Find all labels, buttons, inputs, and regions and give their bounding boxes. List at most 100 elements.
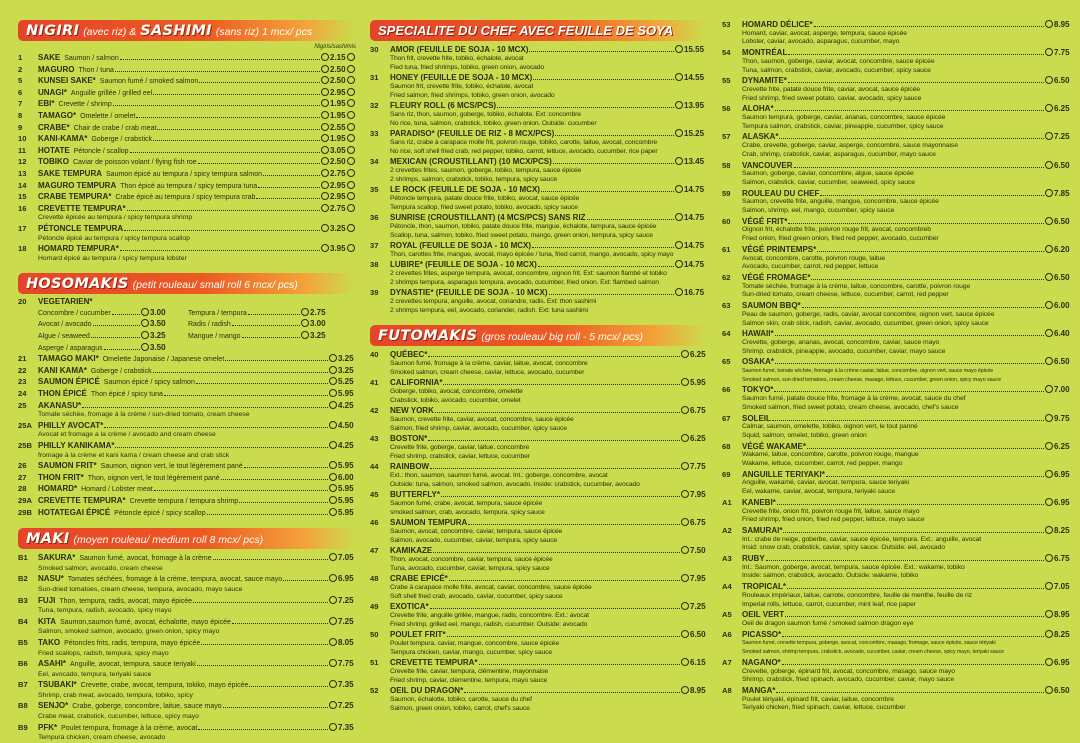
select-circle-icon[interactable] bbox=[329, 354, 337, 363]
menu-item[interactable]: 50 POULET FRIT* 6.50 Poulet tempura, caviar… bbox=[370, 629, 706, 657]
select-circle-icon[interactable] bbox=[321, 99, 329, 108]
select-circle-icon[interactable] bbox=[1045, 272, 1053, 281]
select-circle-icon[interactable] bbox=[675, 288, 683, 296]
select-circle-icon[interactable] bbox=[321, 168, 329, 177]
menu-item[interactable]: 30 AMOR (FEUILLE DE SOJA - 10 MCX) 15.55 Th… bbox=[370, 44, 706, 72]
select-circle-icon[interactable] bbox=[681, 378, 689, 386]
select-circle-icon[interactable] bbox=[321, 76, 329, 85]
menu-option[interactable]: Tempura / tempura 2.75 bbox=[188, 307, 328, 319]
select-circle-icon[interactable] bbox=[1045, 413, 1053, 422]
select-circle-icon[interactable] bbox=[329, 680, 337, 689]
select-circle-icon[interactable] bbox=[321, 157, 329, 166]
select-circle-icon[interactable] bbox=[321, 203, 329, 212]
select-circle-icon[interactable] bbox=[321, 53, 329, 61]
menu-item[interactable]: 8 TAMAGO* Omelette / omelet 1.95 bbox=[18, 110, 356, 122]
select-circle-icon[interactable] bbox=[329, 637, 337, 646]
menu-item[interactable]: 58 VANCOUVER 6.50 Saumon, goberge, caviar, … bbox=[722, 160, 1070, 188]
menu-item[interactable]: A5 OEIL VERT 8.95 Oeil de dragon saumon fum… bbox=[722, 609, 1070, 628]
sashimi-select-circle-icon[interactable] bbox=[347, 180, 355, 189]
select-circle-icon[interactable] bbox=[329, 400, 337, 409]
select-circle-icon[interactable] bbox=[321, 134, 329, 143]
sashimi-select-circle-icon[interactable] bbox=[347, 203, 355, 212]
select-circle-icon[interactable] bbox=[681, 658, 689, 666]
menu-item[interactable]: 18 HOMARD TEMPURA* 3.95 Homard épicé au tem… bbox=[18, 243, 356, 263]
menu-item[interactable]: 64 HAWAII* 6.40 Crevette, goberge, ananas, … bbox=[722, 328, 1070, 356]
select-circle-icon[interactable] bbox=[681, 630, 689, 638]
select-circle-icon[interactable] bbox=[329, 484, 337, 493]
menu-item[interactable]: 9 CRABE* Chair de crabe / crab meat 2.55 bbox=[18, 122, 356, 134]
menu-option[interactable]: Avocat / avocado 3.50 bbox=[38, 318, 168, 330]
sashimi-select-circle-icon[interactable] bbox=[347, 168, 355, 177]
menu-item[interactable]: 42 NEW YORK 6.75 Saumon, crevette frite, ca… bbox=[370, 405, 706, 433]
select-circle-icon[interactable] bbox=[675, 185, 683, 193]
select-circle-icon[interactable] bbox=[675, 73, 683, 81]
menu-item[interactable]: 16 CREVETTE TEMPURA* 2.75 Crevette épicée a… bbox=[18, 203, 356, 223]
menu-item[interactable]: 48 CRABE EPICÉ* 7.95 Crabe à carapace molle… bbox=[370, 573, 706, 601]
select-circle-icon[interactable] bbox=[681, 462, 689, 470]
select-circle-icon[interactable] bbox=[1045, 441, 1053, 450]
select-circle-icon[interactable] bbox=[1045, 160, 1053, 169]
menu-item[interactable]: 62 VÉGÉ FROMAGE* 6.50 Tomate séchée, fromag… bbox=[722, 272, 1070, 300]
menu-item[interactable]: 14 MAGURO TEMPURA Thon épicé au tempura / … bbox=[18, 180, 356, 192]
select-circle-icon[interactable] bbox=[329, 420, 337, 429]
select-circle-icon[interactable] bbox=[681, 406, 689, 414]
menu-item[interactable]: 27 THON FRIT* Thon, oignon vert, le tout l… bbox=[18, 472, 356, 484]
select-circle-icon[interactable] bbox=[1045, 188, 1053, 197]
select-circle-icon[interactable] bbox=[675, 101, 683, 109]
menu-item[interactable]: 67 SOLEIL 9.75 Calmar, saumon, omelette, to… bbox=[722, 413, 1070, 441]
menu-item[interactable]: 35 LE ROCK (FEUILLE DE SOJA - 10 MCX) 14.7… bbox=[370, 184, 706, 212]
menu-item[interactable]: 28 HOMARD* Homard / Lobster meat 5.95 bbox=[18, 483, 356, 495]
sashimi-select-circle-icon[interactable] bbox=[347, 122, 355, 131]
select-circle-icon[interactable] bbox=[1045, 104, 1053, 113]
menu-item[interactable]: 21 TAMAGO MAKI* Omelette Japonaise / Japan… bbox=[18, 353, 356, 365]
menu-item[interactable]: 25B PHILLY KANIKAMA* 4.25 fromage à la crèm… bbox=[18, 440, 356, 460]
menu-item[interactable]: 52 OEIL DU DRAGON* 8.95 Saumon, échalotte, … bbox=[370, 685, 706, 713]
menu-item[interactable]: B4 KITA Saumon,saumon fumé, avocat, échalo… bbox=[18, 616, 356, 637]
menu-item[interactable]: 29A CREVETTE TEMPURA* Crevette tempura / t… bbox=[18, 495, 356, 507]
menu-item[interactable]: 23 SAUMON ÉPICÉ Saumon épicé / spicy salmo… bbox=[18, 376, 356, 388]
menu-item[interactable]: A1 KANEBI* 6.95 Crevette frite, onion frit,… bbox=[722, 497, 1070, 525]
menu-item[interactable]: 1 SAKE Saumon / salmon 2.15 bbox=[18, 52, 356, 64]
select-circle-icon[interactable] bbox=[329, 461, 337, 470]
select-circle-icon[interactable] bbox=[681, 434, 689, 442]
menu-item[interactable]: 59 ROULEAU DU CHEF 7.85 Saumon, crevette fr… bbox=[722, 188, 1070, 216]
menu-item[interactable]: 13 SAKE TEMPURA Saumon épicé au tempura / … bbox=[18, 168, 356, 180]
select-circle-icon[interactable] bbox=[675, 129, 683, 137]
menu-option[interactable]: Algue / seaweed 3.25 bbox=[38, 330, 168, 342]
select-circle-icon[interactable] bbox=[321, 145, 329, 154]
select-circle-icon[interactable] bbox=[141, 331, 149, 340]
menu-item[interactable]: 55 DYNAMITE* 6.50 Crevette frite, patate do… bbox=[722, 75, 1070, 103]
select-circle-icon[interactable] bbox=[329, 701, 337, 710]
menu-item[interactable]: B9 PFK* Poulet tempura, fromage à la crème… bbox=[18, 722, 356, 743]
select-circle-icon[interactable] bbox=[1045, 357, 1053, 366]
sashimi-select-circle-icon[interactable] bbox=[347, 134, 355, 143]
select-circle-icon[interactable] bbox=[329, 507, 337, 516]
menu-item[interactable]: 44 RAINBOW 7.75 Ext.: thon, saumon, saumon … bbox=[370, 461, 706, 489]
menu-item[interactable]: 65 OSAKA* 6.50 Saumon fumé, tomate séchée, … bbox=[722, 356, 1070, 384]
select-circle-icon[interactable] bbox=[1045, 132, 1053, 141]
select-circle-icon[interactable] bbox=[1045, 76, 1053, 85]
menu-item[interactable]: B8 SENJO* Crabe, goberge, concombre, laitu… bbox=[18, 700, 356, 721]
select-circle-icon[interactable] bbox=[1045, 48, 1053, 57]
select-circle-icon[interactable] bbox=[301, 319, 309, 328]
menu-item[interactable]: 33 PARADISO* (FEUILLE DE RIZ - 8 MCX/PCS)… bbox=[370, 128, 706, 156]
menu-item[interactable]: 37 ROYAL (FEUILLE DE SOJA - 10 MCX) 14.75 T… bbox=[370, 240, 706, 259]
menu-item[interactable]: 5 KUNSEI SAKE* Saumon fumé / smoked salmon… bbox=[18, 75, 356, 87]
menu-item[interactable]: 60 VÉGÉ FRIT* 6.50 Oignon frit, échalotte f… bbox=[722, 216, 1070, 244]
select-circle-icon[interactable] bbox=[321, 110, 329, 119]
menu-item[interactable]: 46 SAUMON TEMPURA 6.75 Saumon, avocat, conc… bbox=[370, 517, 706, 545]
select-circle-icon[interactable] bbox=[1045, 582, 1053, 591]
select-circle-icon[interactable] bbox=[681, 546, 689, 554]
menu-item[interactable]: 69 ANGUILLE TERIYAKI* 6.95 Anguille, wakamé… bbox=[722, 469, 1070, 497]
select-circle-icon[interactable] bbox=[141, 342, 149, 351]
menu-item[interactable]: 54 MONTRÉAL 7.75 Thon, saumon, goberge, cav… bbox=[722, 47, 1070, 75]
sashimi-select-circle-icon[interactable] bbox=[347, 53, 355, 61]
sashimi-select-circle-icon[interactable] bbox=[347, 192, 355, 201]
select-circle-icon[interactable] bbox=[1045, 301, 1053, 310]
menu-item[interactable]: B2 NASU* Tomates séchées, fromage à la crè… bbox=[18, 573, 356, 594]
select-circle-icon[interactable] bbox=[329, 389, 337, 398]
select-circle-icon[interactable] bbox=[681, 686, 689, 694]
select-circle-icon[interactable] bbox=[329, 595, 337, 604]
menu-item[interactable]: 53 HOMARD DÉLICE* 8.95 Homard, caviar, avoc… bbox=[722, 19, 1070, 47]
select-circle-icon[interactable] bbox=[1045, 385, 1053, 394]
